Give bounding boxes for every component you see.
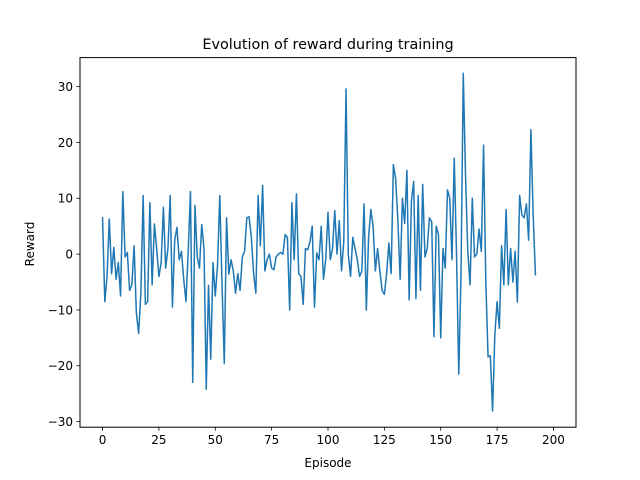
y-tick-label: 30 — [58, 80, 73, 94]
x-tick-label: 25 — [151, 433, 166, 447]
reward-series-line — [101, 72, 537, 412]
x-axis-label: Episode — [304, 456, 351, 470]
x-tick-label: 150 — [429, 433, 452, 447]
x-tick-label: 75 — [264, 433, 279, 447]
y-axis-label: Reward — [23, 222, 37, 267]
x-tick-label: 200 — [542, 433, 565, 447]
y-tick-label: −30 — [48, 415, 73, 429]
y-tick-label: 0 — [65, 247, 73, 261]
y-tick-label: −20 — [48, 359, 73, 373]
plot-area — [101, 72, 537, 412]
x-axis-ticks: 0 25 50 75 100 125 150 175 200 — [99, 427, 565, 447]
x-tick-label: 100 — [317, 433, 340, 447]
x-tick-label: 50 — [208, 433, 223, 447]
x-tick-label: 175 — [486, 433, 509, 447]
y-tick-label: −10 — [48, 303, 73, 317]
plot-frame — [79, 57, 577, 428]
y-tick-label: 10 — [58, 192, 73, 206]
x-tick-label: 0 — [99, 433, 107, 447]
chart-title: Evolution of reward during training — [202, 37, 453, 53]
y-tick-label: 20 — [58, 136, 73, 150]
x-tick-label: 125 — [373, 433, 396, 447]
y-axis-ticks: −30 −20 −10 0 10 20 30 — [48, 80, 80, 429]
